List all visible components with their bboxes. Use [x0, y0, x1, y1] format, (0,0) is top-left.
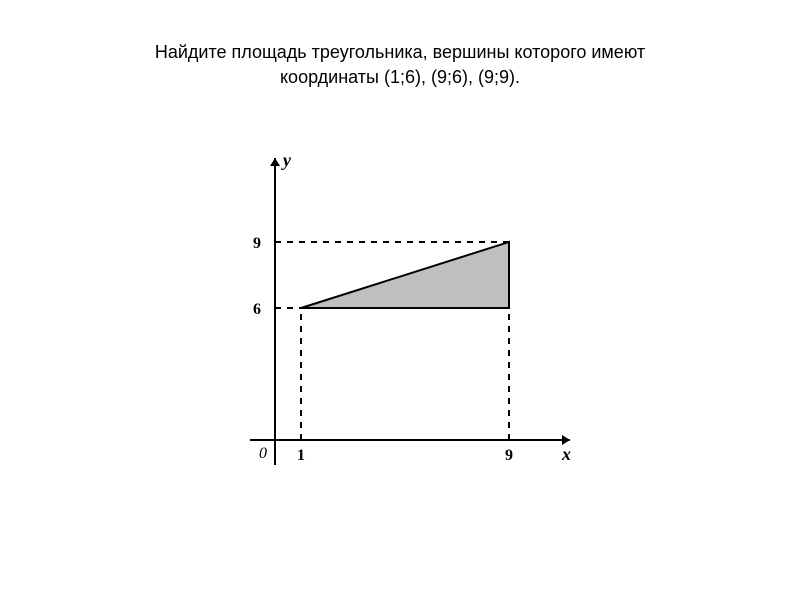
svg-text:6: 6 [253, 301, 261, 318]
svg-text:9: 9 [505, 447, 513, 464]
problem-title: Найдите площадь треугольника, вершины ко… [155, 40, 645, 90]
svg-text:y: y [281, 150, 292, 170]
svg-text:1: 1 [297, 447, 305, 464]
svg-text:x: x [561, 444, 571, 464]
chart-area: 0 y x 9 6 1 9 [220, 140, 580, 490]
coordinate-chart: 0 y x 9 6 1 9 [220, 140, 580, 490]
title-line-1: Найдите площадь треугольника, вершины ко… [155, 42, 645, 62]
svg-text:9: 9 [253, 235, 261, 252]
title-line-2: координаты (1;6), (9;6), (9;9). [280, 67, 520, 87]
svg-text:0: 0 [259, 445, 267, 462]
